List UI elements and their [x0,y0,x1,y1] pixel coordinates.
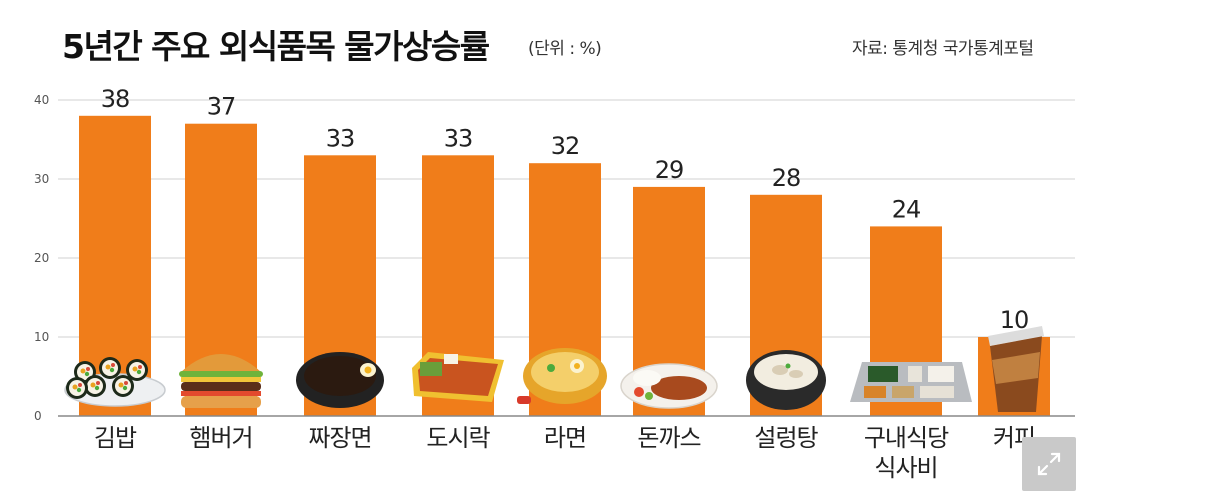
kimbap-fill [86,367,90,371]
kimbap-fill [109,367,115,373]
tomato [634,387,644,397]
meat [789,370,803,378]
kimbap-fill [105,364,111,370]
kimbap-fill [84,371,90,377]
category-label: 돈까스 [637,424,700,452]
cutlet [651,376,707,400]
noodles [531,352,599,392]
y-tick-label: 40 [34,93,49,107]
kimbap-fill [138,365,142,369]
category-label: 김밥 [94,424,137,452]
coffee-cup-icon [988,326,1044,412]
data-label: 38 [101,85,130,113]
kimbap-fill [122,385,128,391]
dish [864,386,886,398]
rice [633,370,661,386]
data-label: 32 [551,132,580,160]
expand-button[interactable] [1022,437,1076,491]
kimchi [517,396,531,404]
category-label: 도시락 [426,424,490,452]
jjajangmyeon-icon [296,352,384,408]
meat [772,365,788,375]
dosirak-icon [412,352,504,402]
category-label: 구내식당 식사비 [864,424,949,482]
hamburger-icon [179,354,263,408]
greens [420,362,442,376]
y-tick-label: 10 [34,330,49,344]
kimbap-fill [72,384,78,390]
kimbap-fill [94,385,100,391]
scallion [547,364,555,372]
kimbap-fill [111,363,115,367]
kimbap-fill [90,382,96,388]
seolleongtang-icon [746,350,826,410]
cafeteria-tray-icon [850,362,972,402]
greens [645,392,653,400]
lettuce [179,371,263,377]
data-label: 33 [326,124,355,152]
data-label: 28 [772,164,801,192]
tomato [181,391,261,396]
sleeve [992,352,1040,384]
rice [444,354,458,364]
yolk [364,366,372,374]
donkatsu-icon [620,363,718,409]
patty [181,382,261,391]
kimbap-fill [132,366,138,372]
kimbap-fill [118,382,124,388]
scallion [785,363,791,369]
dish [868,366,898,382]
dish [920,386,954,398]
dish [892,386,914,398]
chart-title: 5년간 주요 외식품목 물가상승률 [62,27,490,66]
data-label: 24 [892,195,921,223]
kimbap-fill [96,381,100,385]
kimbap-fill [80,368,86,374]
kimbap-fill [78,383,82,387]
category-label: 짜장면 [308,424,371,452]
lid [988,326,1044,346]
kimbap-fill [136,369,142,375]
data-label: 33 [444,124,473,152]
sauce [304,356,376,396]
expand-icon [1037,452,1061,476]
cheese [181,377,261,382]
kimbap-icon [64,357,166,407]
dish [928,366,954,382]
kimbap-fill [124,381,128,385]
category-label: 햄버거 [189,424,252,452]
category-label: 라면 [544,424,586,452]
data-label: 29 [655,156,684,184]
unit-label: (단위 : %) [528,39,602,59]
kimbap-fill [76,387,82,393]
source-label: 자료: 통계청 국가통계포털 [852,39,1034,59]
dish [908,366,922,382]
bun-top [181,354,261,372]
bun-bottom [181,396,261,408]
y-tick-label: 20 [34,251,49,265]
ramen-icon [517,348,607,404]
category-label: 설렁탕 [754,424,818,452]
yolk [574,363,580,369]
y-tick-label: 30 [34,172,49,186]
y-tick-label: 0 [34,409,42,423]
data-label: 37 [207,93,236,121]
